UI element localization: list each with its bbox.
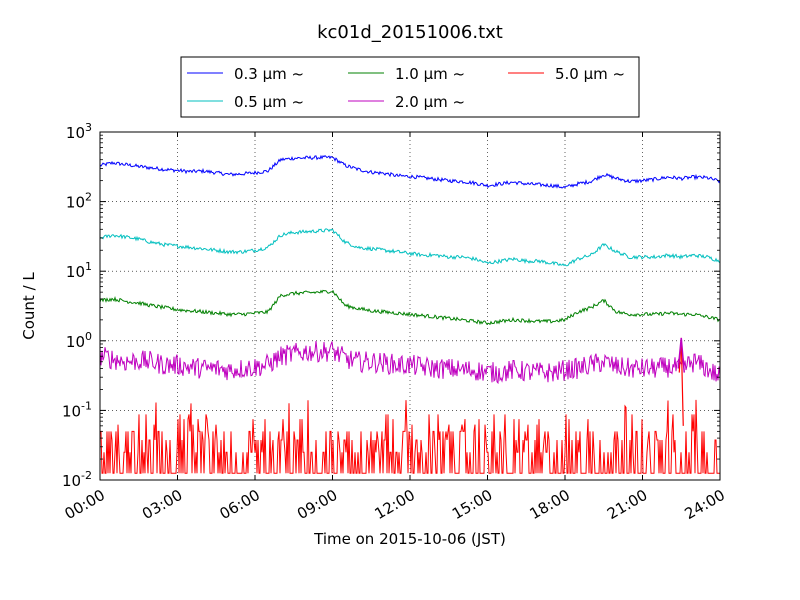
legend-box: [180, 56, 640, 118]
x-tick-label: 12:00: [372, 486, 418, 523]
y-tick-label: 10-2: [62, 469, 92, 490]
legend-label: 2.0 μm ~: [395, 93, 465, 111]
y-axis-label: Count / L: [20, 272, 38, 340]
x-axis-label: Time on 2015-10-06 (JST): [313, 530, 506, 548]
x-tick-label: 15:00: [449, 486, 495, 523]
y-tick-label: 10-1: [62, 399, 92, 420]
series-layer: [99, 154, 721, 474]
y-tick-label: 103: [66, 121, 92, 142]
series-line: [99, 289, 721, 326]
series-line: [99, 228, 721, 267]
grid-lines: [100, 132, 720, 480]
spike-marker: [677, 337, 685, 373]
legend-label: 1.0 μm ~: [395, 65, 465, 83]
y-tick-label: 101: [66, 260, 92, 281]
y-axis: 10-2 10-1 100 101 102 103: [62, 121, 720, 490]
legend-label: 0.5 μm ~: [234, 93, 304, 111]
series-line: [100, 399, 720, 474]
chart-title: kc01d_20151006.txt: [317, 22, 503, 43]
x-tick-label: 09:00: [294, 486, 340, 523]
x-tick-label: 06:00: [217, 486, 263, 523]
legend: 0.3 μm ~ 1.0 μm ~ 5.0 μm ~ 0.5 μm ~ 2.0 μm ~: [180, 56, 640, 118]
series-line: [99, 340, 721, 385]
y-tick-label: 102: [66, 191, 92, 212]
series-line: [99, 154, 721, 189]
y-tick-label: 100: [66, 330, 92, 351]
x-tick-label: 18:00: [527, 486, 573, 523]
legend-label: 0.3 μm ~: [234, 65, 304, 83]
x-tick-label: 24:00: [682, 486, 728, 523]
legend-label: 5.0 μm ~: [555, 65, 625, 83]
x-tick-label: 00:00: [62, 486, 108, 523]
x-tick-label: 21:00: [604, 486, 650, 523]
x-tick-label: 03:00: [139, 486, 185, 523]
